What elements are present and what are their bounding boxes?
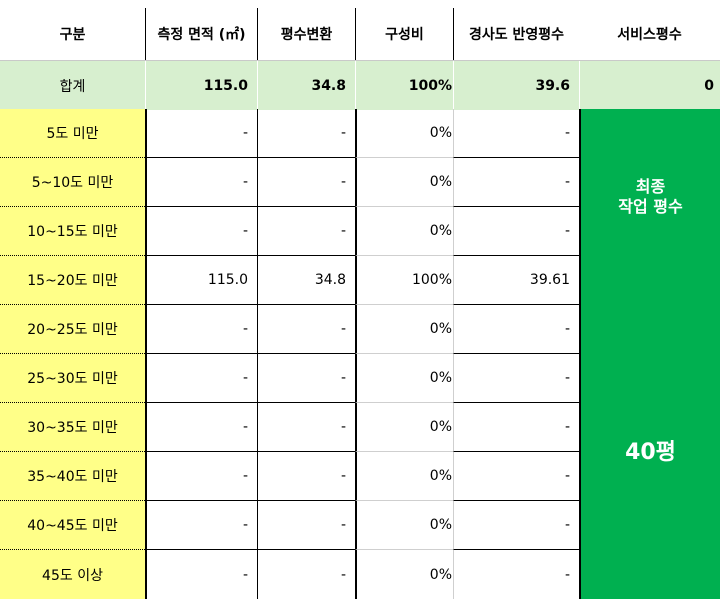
row-area: - (145, 403, 257, 452)
header-slope-adjusted-pyeong: 경사도 반영평수 (453, 8, 579, 60)
row-pyeong: - (257, 305, 355, 354)
row-pyeong: - (257, 109, 355, 158)
row-slope-pyeong: - (453, 158, 579, 207)
row-pyeong: - (257, 207, 355, 256)
row-area: - (145, 305, 257, 354)
row-pyeong: - (257, 403, 355, 452)
row-slope-pyeong: 39.61 (453, 256, 579, 305)
total-service: 0 (579, 61, 720, 110)
row-ratio: 0% (355, 550, 453, 599)
row-label: 30~35도 미만 (0, 403, 145, 452)
table-row: 35~40도 미만 - - 0% - (0, 452, 720, 501)
header-measured-area: 측정 면적 (㎡) (145, 8, 257, 60)
row-label: 40~45도 미만 (0, 501, 145, 550)
total-area: 115.0 (145, 61, 257, 110)
table-row: 45도 이상 - - 0% - (0, 550, 720, 599)
row-area: - (145, 207, 257, 256)
row-area: - (145, 158, 257, 207)
row-ratio: 0% (355, 109, 453, 158)
row-pyeong: 34.8 (257, 256, 355, 305)
total-label: 합계 (59, 78, 86, 95)
row-ratio: 0% (355, 158, 453, 207)
row-slope-pyeong: - (453, 403, 579, 452)
row-ratio: 0% (355, 354, 453, 403)
row-pyeong: - (257, 452, 355, 501)
row-area: - (145, 501, 257, 550)
row-area: - (145, 550, 257, 599)
table-row: 40~45도 미만 - - 0% - (0, 501, 720, 550)
final-work-area-block: 최종 작업 평수 40평 (579, 109, 720, 599)
row-area: - (145, 452, 257, 501)
total-ratio: 100% (355, 61, 453, 110)
final-work-area-value: 40평 (625, 440, 676, 465)
row-ratio: 0% (355, 501, 453, 550)
row-slope-pyeong: - (453, 550, 579, 599)
row-label: 45도 이상 (0, 550, 145, 599)
row-ratio: 0% (355, 452, 453, 501)
row-label: 20~25도 미만 (0, 305, 145, 354)
row-slope-pyeong: - (453, 305, 579, 354)
row-slope-pyeong: - (453, 501, 579, 550)
row-area: 115.0 (145, 256, 257, 305)
table-row: 20~25도 미만 - - 0% - (0, 305, 720, 354)
final-work-area-label: 최종 작업 평수 (618, 177, 683, 216)
row-label: 35~40도 미만 (0, 452, 145, 501)
total-slope-pyeong: 39.6 (453, 61, 579, 110)
row-ratio: 0% (355, 403, 453, 452)
table-row: 30~35도 미만 - - 0% - (0, 403, 720, 452)
row-slope-pyeong: - (453, 207, 579, 256)
total-row: 합계 115.0 34.8 100% 39.6 0 (0, 60, 720, 110)
total-pyeong: 34.8 (257, 61, 355, 110)
table-row: 5도 미만 - - 0% - (0, 109, 720, 158)
row-pyeong: - (257, 354, 355, 403)
row-label: 5도 미만 (0, 109, 145, 158)
table-row: 5~10도 미만 - - 0% - (0, 158, 720, 207)
header-category: 구분 (59, 27, 86, 43)
row-pyeong: - (257, 158, 355, 207)
header-service-pyeong: 서비스평수 (617, 27, 682, 43)
row-slope-pyeong: - (453, 452, 579, 501)
row-slope-pyeong: - (453, 109, 579, 158)
row-ratio: 100% (355, 256, 453, 305)
table-row: 25~30도 미만 - - 0% - (0, 354, 720, 403)
row-pyeong: - (257, 550, 355, 599)
table-row: 15~20도 미만 115.0 34.8 100% 39.61 (0, 256, 720, 305)
header-pyeong-conversion: 평수변환 (257, 8, 355, 60)
row-label: 25~30도 미만 (0, 354, 145, 403)
row-ratio: 0% (355, 207, 453, 256)
row-label: 10~15도 미만 (0, 207, 145, 256)
row-area: - (145, 354, 257, 403)
header-row: 구분 측정 면적 (㎡) 평수변환 구성비 경사도 반영평수 서비스평수 (0, 8, 720, 60)
row-ratio: 0% (355, 305, 453, 354)
row-label: 5~10도 미만 (0, 158, 145, 207)
row-area: - (145, 109, 257, 158)
row-slope-pyeong: - (453, 354, 579, 403)
row-pyeong: - (257, 501, 355, 550)
row-label: 15~20도 미만 (0, 256, 145, 305)
header-composition-ratio: 구성비 (355, 8, 453, 60)
table-row: 10~15도 미만 - - 0% - (0, 207, 720, 256)
